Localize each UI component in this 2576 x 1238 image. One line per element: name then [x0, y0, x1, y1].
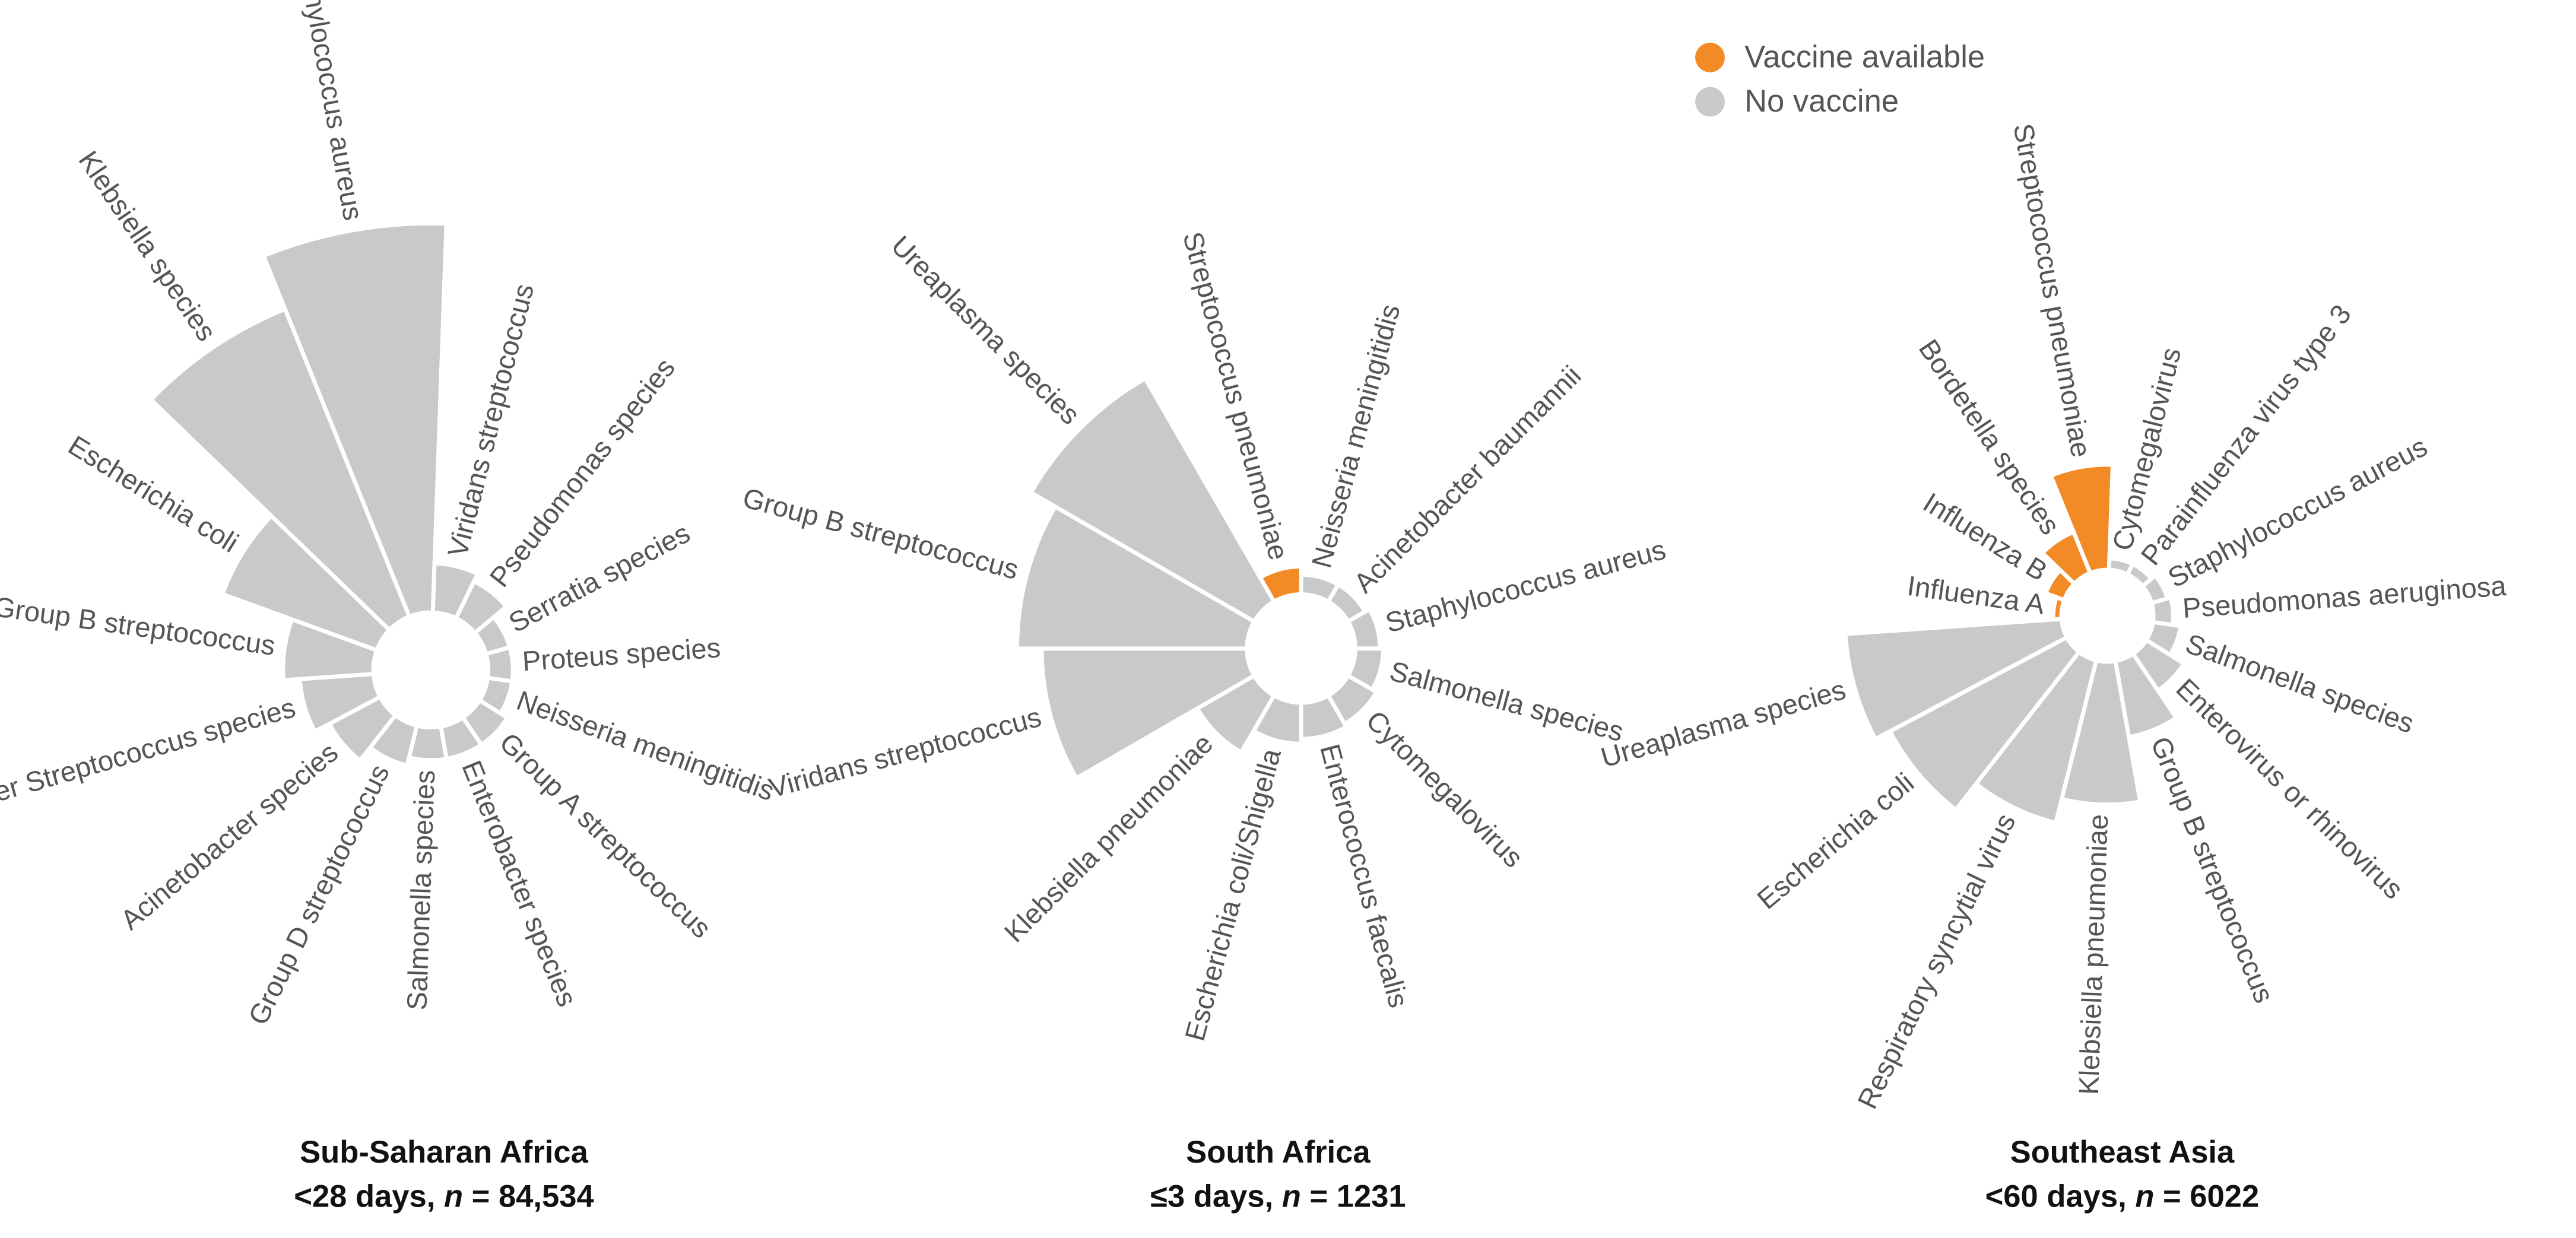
category-label: Enterococcus faecalis [1314, 741, 1415, 1011]
bar [281, 617, 380, 683]
category-label: Group B streptococcus [0, 591, 277, 661]
subtitle-part: = 1231 [1301, 1179, 1406, 1214]
legend-label: Vaccine available [1744, 39, 1985, 74]
chart-subtitle: <28 days, n = 84,534 [294, 1179, 594, 1214]
chart-title: South Africa [1186, 1135, 1371, 1170]
bar [453, 578, 509, 636]
subtitle-part: <60 days, [1985, 1179, 2136, 1214]
category-label: Streptococcus pneumoniae [2007, 121, 2097, 459]
bar [2059, 658, 2143, 807]
bar [2048, 462, 2115, 576]
category-label: Klebsiella pneumoniae [2073, 814, 2114, 1096]
category-label: Viridans streptococcus [766, 701, 1045, 804]
bar [148, 306, 413, 633]
subtitle-part: <28 days, [294, 1179, 444, 1214]
subtitle-part: = 6022 [2154, 1179, 2259, 1214]
category-label: Proteus species [521, 631, 721, 677]
subtitle-part: ≤3 days, [1150, 1179, 1282, 1214]
category-label: Staphylococcus aureus [288, 0, 370, 223]
bar [1973, 649, 2099, 826]
bar [220, 513, 393, 653]
subtitle-part: = 84,534 [463, 1179, 594, 1214]
bar [2112, 650, 2180, 739]
category-label: Group B streptococcus [740, 481, 1022, 585]
bar [1843, 617, 2070, 742]
category-label: Staphylococcus aureus [1382, 534, 1669, 639]
category-label: Respiratory syncytial virus [1851, 808, 2022, 1113]
category-label: Pseudomonas aeruginosa [2181, 570, 2507, 624]
chart-subtitle: <60 days, n = 6022 [1985, 1179, 2260, 1214]
category-label: Escherichia coli/Shigella [1179, 745, 1287, 1044]
bar [1028, 375, 1277, 624]
category-label: Cytomegalovirus [1360, 704, 1530, 874]
category-label: Escherichia coli [1751, 766, 1920, 915]
category-label: Ureaplasma species [886, 230, 1087, 431]
category-label: Neisseria meningitidis [1305, 301, 1406, 571]
subtitle-part: n [2135, 1179, 2154, 1214]
bar [1887, 634, 2082, 813]
bar [2039, 529, 2093, 587]
legend-marker [1695, 87, 1725, 117]
bar [297, 671, 383, 735]
legend-marker [1695, 42, 1725, 72]
subtitle-part: n [1282, 1179, 1301, 1214]
category-label: Salmonella species [1387, 655, 1627, 747]
bar [261, 221, 449, 620]
category-label: Klebsiella species [72, 145, 223, 346]
category-label: Salmonella species [401, 769, 440, 1011]
chart-title: Southeast Asia [2010, 1135, 2235, 1170]
legend-label: No vaccine [1744, 84, 1899, 119]
chart-subtitle: ≤3 days, n = 1231 [1150, 1179, 1406, 1214]
category-label: Ureaplasma species [1597, 674, 1849, 773]
bar [430, 561, 481, 621]
chart-title: Sub-Saharan Africa [300, 1135, 588, 1170]
category-label: Viridans streptococcus [442, 281, 540, 560]
bar [1015, 503, 1257, 651]
subtitle-part: n [444, 1179, 463, 1214]
bar [1039, 646, 1257, 782]
